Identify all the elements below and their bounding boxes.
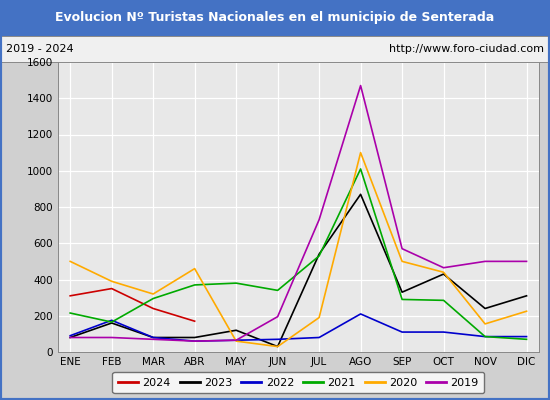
2024 (191, 319, 198, 324)
2020 (399, 259, 405, 264)
2021 (108, 320, 115, 324)
2019 (67, 335, 74, 340)
Line: 2020: 2020 (70, 153, 526, 346)
2021 (441, 298, 447, 303)
2022 (482, 334, 488, 339)
2023 (523, 294, 530, 298)
2019 (316, 217, 322, 222)
2019 (482, 259, 488, 264)
2019 (150, 337, 156, 342)
2023 (67, 335, 74, 340)
2019 (233, 338, 239, 343)
2023 (150, 335, 156, 340)
2023 (316, 252, 322, 256)
2019 (274, 314, 281, 319)
Legend: 2024, 2023, 2022, 2021, 2020, 2019: 2024, 2023, 2022, 2021, 2020, 2019 (112, 372, 485, 393)
2023 (233, 328, 239, 333)
2021 (191, 282, 198, 287)
2019 (358, 83, 364, 88)
2022 (191, 339, 198, 344)
2021 (358, 166, 364, 171)
2020 (191, 266, 198, 271)
2021 (150, 296, 156, 301)
Line: 2021: 2021 (70, 169, 526, 339)
2022 (274, 337, 281, 342)
2021 (233, 281, 239, 286)
2021 (316, 254, 322, 258)
2020 (523, 309, 530, 314)
2020 (316, 315, 322, 320)
2019 (399, 246, 405, 251)
2020 (67, 259, 74, 264)
2021 (274, 288, 281, 293)
Line: 2019: 2019 (70, 86, 526, 341)
2023 (441, 272, 447, 276)
2021 (399, 297, 405, 302)
2022 (441, 330, 447, 334)
Line: 2023: 2023 (70, 194, 526, 346)
2023 (482, 306, 488, 311)
2023 (108, 321, 115, 326)
2023 (358, 192, 364, 197)
2022 (358, 312, 364, 316)
2019 (441, 265, 447, 270)
2021 (482, 334, 488, 339)
2022 (523, 334, 530, 339)
2022 (316, 335, 322, 340)
Text: Evolucion Nº Turistas Nacionales en el municipio de Senterada: Evolucion Nº Turistas Nacionales en el m… (56, 12, 494, 24)
2024 (67, 294, 74, 298)
2021 (67, 311, 74, 316)
2022 (67, 333, 74, 338)
2019 (523, 259, 530, 264)
2023 (399, 290, 405, 294)
2019 (191, 339, 198, 344)
2020 (150, 292, 156, 296)
2023 (191, 335, 198, 340)
2022 (150, 335, 156, 340)
2020 (108, 279, 115, 284)
2022 (233, 338, 239, 343)
2020 (274, 344, 281, 349)
2021 (523, 337, 530, 342)
2024 (108, 286, 115, 291)
2024 (150, 306, 156, 311)
2022 (108, 318, 115, 323)
2019 (108, 335, 115, 340)
2022 (399, 330, 405, 334)
Line: 2022: 2022 (70, 314, 526, 341)
Line: 2024: 2024 (70, 288, 195, 321)
2020 (233, 339, 239, 344)
Text: 2019 - 2024: 2019 - 2024 (6, 44, 73, 54)
2023 (274, 344, 281, 349)
2020 (358, 150, 364, 155)
Text: http://www.foro-ciudad.com: http://www.foro-ciudad.com (389, 44, 544, 54)
2020 (482, 322, 488, 326)
2020 (441, 270, 447, 275)
